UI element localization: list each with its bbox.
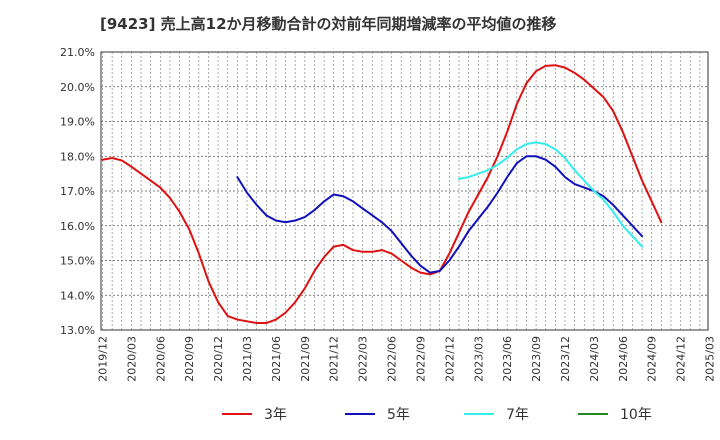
x-tick-label: 2020/12 — [212, 336, 225, 382]
y-tick-label: 14.0% — [60, 289, 95, 302]
y-axis-ticks: 21.0% 20.0% 19.0% 18.0% 17.0% 16.0% 15.0% 14.0%… — [60, 46, 95, 337]
x-tick-label: 2023/03 — [472, 336, 485, 382]
plot-area — [100, 51, 709, 331]
x-tick-label: 2020/09 — [183, 336, 196, 382]
x-tick-label: 2022/09 — [414, 336, 427, 382]
y-tick-label: 19.0% — [60, 116, 95, 129]
series-lines — [101, 64, 663, 325]
x-tick-label: 2023/09 — [530, 336, 543, 382]
x-tick-label: 2024/12 — [675, 336, 688, 382]
x-tick-label: 2022/12 — [443, 336, 456, 382]
x-tick-label: 2021/09 — [299, 336, 312, 382]
x-tick-label: 2022/03 — [357, 336, 370, 382]
x-axis-ticks: 2019/12 2020/03 2020/06 2020/09 2020/12 2021/… — [97, 336, 717, 382]
x-tick-label: 2021/12 — [328, 336, 341, 382]
series-line — [101, 64, 663, 325]
y-tick-label: 15.0% — [60, 255, 95, 268]
y-tick-label: 20.0% — [60, 81, 95, 94]
x-tick-label: 2023/06 — [501, 336, 514, 382]
x-tick-label: 2025/03 — [704, 336, 717, 382]
plot-frame — [100, 51, 709, 331]
legend-label: 3年 — [264, 407, 287, 423]
x-tick-label: 2019/12 — [97, 336, 110, 382]
y-tick-label: 21.0% — [60, 46, 95, 59]
grid-lines — [101, 52, 708, 330]
legend: 3年 5年 7年 10年 — [222, 407, 652, 423]
y-tick-label: 16.0% — [60, 220, 95, 233]
x-tick-label: 2020/03 — [125, 336, 138, 382]
series-line — [236, 155, 644, 274]
legend-label: 5年 — [387, 407, 410, 423]
x-tick-label: 2024/09 — [646, 336, 659, 382]
x-tick-label: 2022/06 — [386, 336, 399, 382]
x-tick-label: 2020/06 — [154, 336, 167, 382]
x-tick-label: 2024/03 — [588, 336, 601, 382]
y-tick-label: 18.0% — [60, 150, 95, 163]
series-line — [457, 141, 644, 248]
x-tick-label: 2023/12 — [559, 336, 572, 382]
x-tick-label: 2024/06 — [617, 336, 630, 382]
legend-label: 10年 — [620, 407, 652, 423]
x-tick-label: 2021/06 — [270, 336, 283, 382]
legend-label: 7年 — [506, 407, 529, 423]
x-tick-label: 2021/03 — [241, 336, 254, 382]
y-tick-label: 13.0% — [60, 324, 95, 337]
chart-title: [9423] 売上高12か月移動合計の対前年同期増減率の平均値の推移 — [100, 15, 557, 33]
y-tick-label: 17.0% — [60, 185, 95, 198]
